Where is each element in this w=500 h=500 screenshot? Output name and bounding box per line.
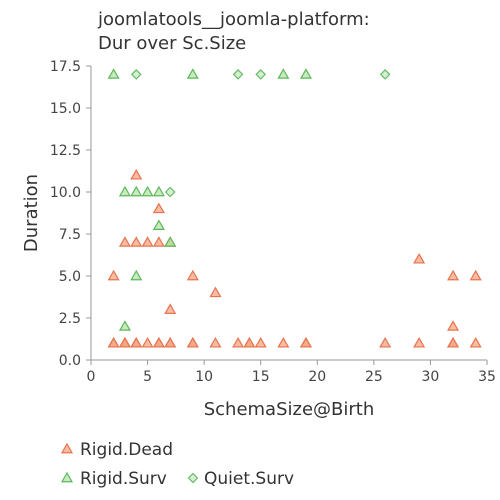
- legend-marker-rigid-surv: [60, 471, 74, 483]
- data-point-rigid-dead: [379, 336, 392, 348]
- legend: Rigid.Dead Rigid.Surv Quiet.Surv: [60, 440, 294, 489]
- data-point-rigid-dead: [232, 336, 245, 348]
- data-point-rigid-dead: [141, 236, 154, 247]
- data-point-rigid-dead: [130, 168, 143, 180]
- data-point-rigid-dead: [118, 236, 131, 247]
- y-tick-label: 2.5: [59, 311, 81, 327]
- data-point-rigid-dead: [243, 336, 256, 348]
- data-point-rigid-dead: [107, 269, 120, 281]
- data-point-rigid-dead: [152, 202, 165, 214]
- x-axis-label: SchemaSize@Birth: [204, 399, 375, 420]
- data-point-rigid-dead: [447, 269, 460, 281]
- x-tick-label: 35: [478, 369, 496, 385]
- chart-title: joomlatools__joomla-platform: Dur over S…: [97, 9, 370, 54]
- data-point-rigid-dead: [254, 336, 267, 348]
- data-point-rigid-dead: [299, 336, 313, 348]
- data-point-rigid-dead: [209, 336, 222, 348]
- data-point-rigid-dead: [469, 336, 482, 348]
- data-point-quiet-surv: [379, 69, 391, 80]
- y-tick-label: 15.0: [50, 101, 81, 117]
- y-tick-label: 7.5: [59, 227, 81, 243]
- data-point-rigid-surv: [141, 185, 154, 197]
- data-point-rigid-surv: [152, 219, 165, 230]
- data-point-rigid-dead: [130, 236, 143, 247]
- data-point-rigid-dead: [413, 336, 426, 348]
- axes: 0 5 10 15 20 25 30 35 0.0 2.5 5.0 7.5 10.0 12.5 15.0 17…: [50, 59, 496, 385]
- x-tick-label: 10: [195, 369, 213, 385]
- data-point-rigid-dead: [186, 336, 199, 348]
- data-point-rigid-dead: [447, 336, 460, 348]
- data-point-quiet-surv: [255, 69, 267, 80]
- data-point-rigid-dead: [164, 336, 177, 348]
- x-tick-label: 5: [143, 369, 152, 385]
- legend-marker-quiet-surv: [187, 472, 199, 484]
- y-tick-label: 10.0: [50, 185, 81, 201]
- data-point-rigid-surv: [164, 236, 177, 247]
- data-point-rigid-dead: [186, 269, 199, 281]
- data-point-quiet-surv: [164, 186, 176, 198]
- data-point-rigid-dead: [118, 336, 131, 348]
- y-tick-label: 5.0: [59, 269, 81, 285]
- x-tick-label: 15: [252, 369, 270, 385]
- x-tick-label: 20: [308, 369, 326, 385]
- legend-label-rigid-surv: Rigid.Surv: [80, 469, 167, 489]
- data-point-rigid-surv: [107, 68, 120, 79]
- data-point-rigid-dead: [469, 269, 482, 281]
- data-point-rigid-surv: [277, 68, 290, 79]
- data-point-rigid-dead: [152, 336, 165, 348]
- data-point-rigid-dead: [209, 286, 222, 298]
- x-tick-label: 0: [87, 369, 96, 385]
- y-tick-label: 0.0: [59, 353, 81, 369]
- legend-marker-rigid-dead: [60, 442, 74, 454]
- data-point-rigid-dead: [164, 303, 177, 314]
- data-point-rigid-dead: [447, 320, 460, 331]
- data-point-rigid-surv: [299, 68, 313, 79]
- chart-title-line-1: joomlatools__joomla-platform:: [97, 9, 370, 30]
- legend-label-rigid-dead: Rigid.Dead: [80, 440, 173, 460]
- legend-label-quiet-surv: Quiet.Surv: [204, 469, 294, 489]
- data-point-rigid-dead: [152, 236, 165, 247]
- y-tick-label: 17.5: [50, 59, 81, 75]
- data-point-rigid-dead: [277, 336, 290, 348]
- data-point-rigid-dead: [130, 336, 143, 348]
- x-tick-label: 30: [422, 369, 440, 385]
- data-point-quiet-surv: [130, 69, 142, 80]
- data-point-rigid-dead: [141, 336, 154, 348]
- chart-title-line-2: Dur over Sc.Size: [98, 33, 246, 54]
- data-point-rigid-surv: [118, 185, 131, 197]
- y-tick-label: 12.5: [50, 143, 81, 159]
- data-point-rigid-surv: [130, 269, 143, 281]
- y-axis-label: Duration: [21, 174, 42, 252]
- data-point-rigid-surv: [186, 68, 199, 79]
- data-point-quiet-surv: [232, 69, 244, 80]
- data-points: [107, 68, 482, 348]
- data-point-rigid-dead: [413, 252, 426, 264]
- data-point-rigid-surv: [152, 185, 165, 197]
- data-point-rigid-dead: [107, 336, 120, 348]
- data-point-rigid-surv: [118, 320, 131, 331]
- data-point-rigid-surv: [130, 185, 143, 197]
- x-tick-label: 25: [365, 369, 383, 385]
